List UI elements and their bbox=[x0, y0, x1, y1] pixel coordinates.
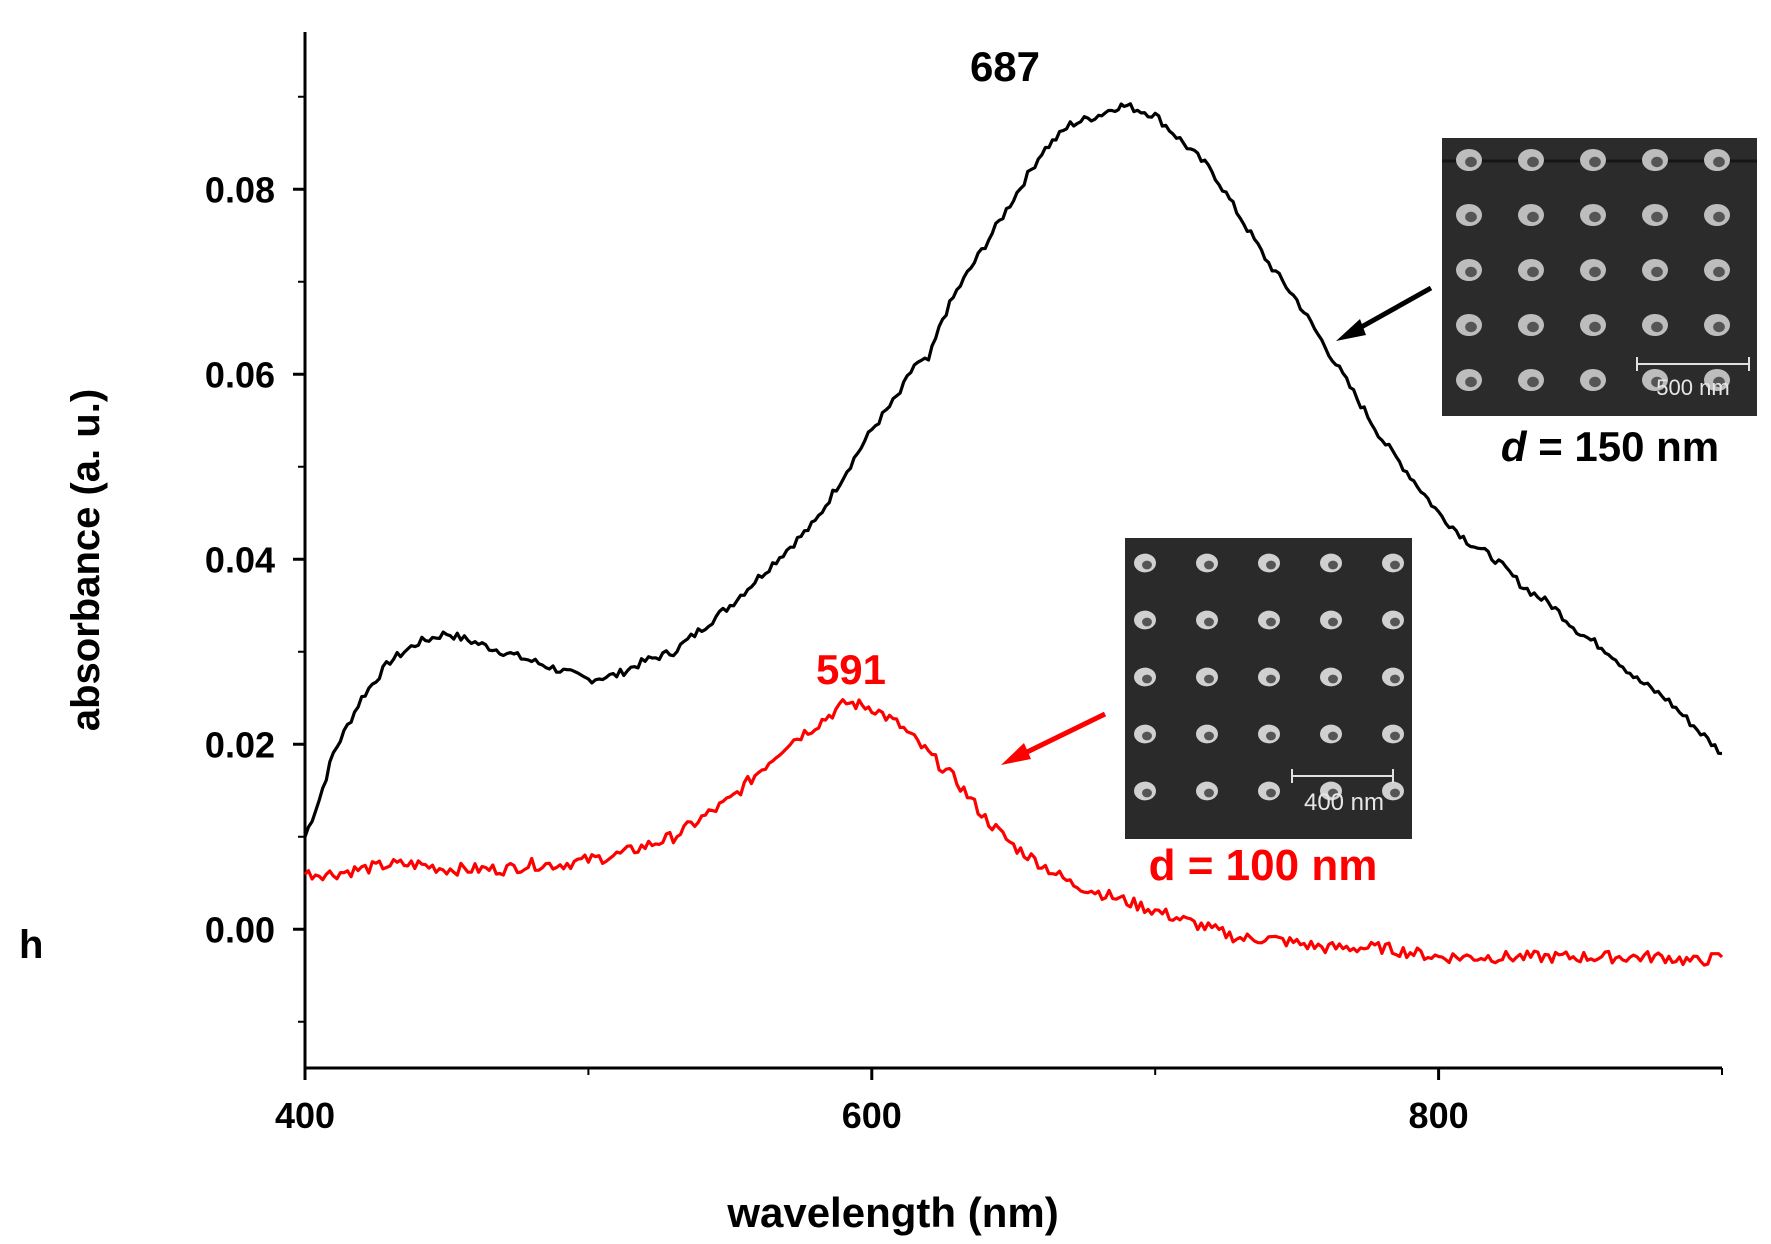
nanoparticle-core bbox=[1204, 617, 1214, 627]
x-tick-label: 600 bbox=[842, 1095, 902, 1136]
nanoparticle-core bbox=[1266, 617, 1276, 627]
nanoparticle-core bbox=[1390, 788, 1400, 798]
peak-label-black: 687 bbox=[970, 43, 1040, 90]
nanoparticle-core bbox=[1328, 560, 1338, 570]
nanoparticle-core bbox=[1465, 211, 1477, 223]
y-tick-label: 0.00 bbox=[205, 909, 275, 950]
nanoparticle-core bbox=[1589, 156, 1601, 168]
nanoparticle-core bbox=[1527, 211, 1539, 223]
nanoparticle-core bbox=[1204, 674, 1214, 684]
x-tick-label: 800 bbox=[1409, 1095, 1469, 1136]
nanoparticle-core bbox=[1390, 674, 1400, 684]
y-axis-label: absorbance (a. u.) bbox=[64, 389, 108, 731]
y-tick-label: 0.04 bbox=[205, 539, 275, 580]
x-axis-label: wavelength (nm) bbox=[726, 1189, 1058, 1236]
nanoparticle-core bbox=[1465, 376, 1477, 388]
inset-label-100nm: d = 100 nm bbox=[1149, 841, 1378, 890]
nanoparticle-core bbox=[1465, 321, 1477, 333]
series-line-red bbox=[303, 698, 1724, 967]
y-tick-label: 0.02 bbox=[205, 724, 275, 765]
axes bbox=[303, 32, 1722, 1070]
nanoparticle-core bbox=[1527, 266, 1539, 278]
nanoparticle-core bbox=[1266, 560, 1276, 570]
nanoparticle-core bbox=[1651, 376, 1663, 388]
nanoparticle-core bbox=[1328, 731, 1338, 741]
nanoparticle-core bbox=[1527, 156, 1539, 168]
sem-inset-150nm: 500 nm bbox=[1442, 138, 1757, 416]
nanoparticle-core bbox=[1651, 266, 1663, 278]
series-line-black bbox=[303, 102, 1723, 838]
nanoparticle-core bbox=[1328, 617, 1338, 627]
nanoparticle-core bbox=[1589, 211, 1601, 223]
nanoparticle-core bbox=[1266, 674, 1276, 684]
arrow-black bbox=[1336, 285, 1433, 341]
nanoparticle-core bbox=[1713, 211, 1725, 223]
nanoparticle-core bbox=[1527, 376, 1539, 388]
nanoparticle-core bbox=[1589, 321, 1601, 333]
nanoparticle-core bbox=[1589, 266, 1601, 278]
nanoparticle-core bbox=[1713, 266, 1725, 278]
y-tick-label: 0.06 bbox=[205, 354, 275, 395]
tick-group: 400 600 800 0.00 0.02 0.04 0.06 0.08 bbox=[205, 95, 1723, 1136]
nanoparticle-core bbox=[1142, 617, 1152, 627]
nanoparticle-core bbox=[1390, 617, 1400, 627]
y-tick-label: 0.08 bbox=[205, 169, 275, 210]
nanoparticle-core bbox=[1713, 376, 1725, 388]
nanoparticle-core bbox=[1527, 321, 1539, 333]
nanoparticle-core bbox=[1390, 731, 1400, 741]
diameter-symbol: d bbox=[1501, 423, 1528, 470]
corner-text: h bbox=[19, 923, 43, 967]
diameter-value: = 150 nm bbox=[1538, 423, 1719, 470]
nanoparticle-core bbox=[1589, 376, 1601, 388]
nanoparticle-core bbox=[1142, 731, 1152, 741]
nanoparticle-core bbox=[1465, 266, 1477, 278]
nanoparticle-core bbox=[1651, 156, 1663, 168]
nanoparticle-core bbox=[1651, 211, 1663, 223]
series-group bbox=[303, 102, 1724, 967]
nanoparticle-array bbox=[1456, 148, 1730, 392]
nanoparticle-core bbox=[1328, 674, 1338, 684]
nanoparticle-array bbox=[1134, 553, 1404, 801]
nanoparticle-core bbox=[1651, 321, 1663, 333]
sem-inset-100nm: 400 nm bbox=[1125, 538, 1412, 839]
x-tick-label: 400 bbox=[275, 1095, 335, 1136]
scale-bar-label: 500 nm bbox=[1656, 375, 1729, 400]
nanoparticle-core bbox=[1142, 674, 1152, 684]
arrow-red bbox=[1001, 711, 1107, 765]
peak-label-red: 591 bbox=[816, 646, 886, 693]
nanoparticle-core bbox=[1204, 788, 1214, 798]
nanoparticle-core bbox=[1266, 731, 1276, 741]
nanoparticle-core bbox=[1266, 788, 1276, 798]
nanoparticle-core bbox=[1328, 788, 1338, 798]
nanoparticle-core bbox=[1713, 156, 1725, 168]
nanoparticle-core bbox=[1142, 788, 1152, 798]
nanoparticle-core bbox=[1713, 321, 1725, 333]
nanoparticle-core bbox=[1204, 560, 1214, 570]
scale-bar-label: 400 nm bbox=[1304, 789, 1384, 816]
inset-label-150nm: d = 150 nm bbox=[1501, 423, 1719, 470]
nanoparticle-core bbox=[1465, 156, 1477, 168]
nanoparticle-core bbox=[1390, 560, 1400, 570]
nanoparticle-core bbox=[1204, 731, 1214, 741]
nanoparticle-core bbox=[1142, 560, 1152, 570]
